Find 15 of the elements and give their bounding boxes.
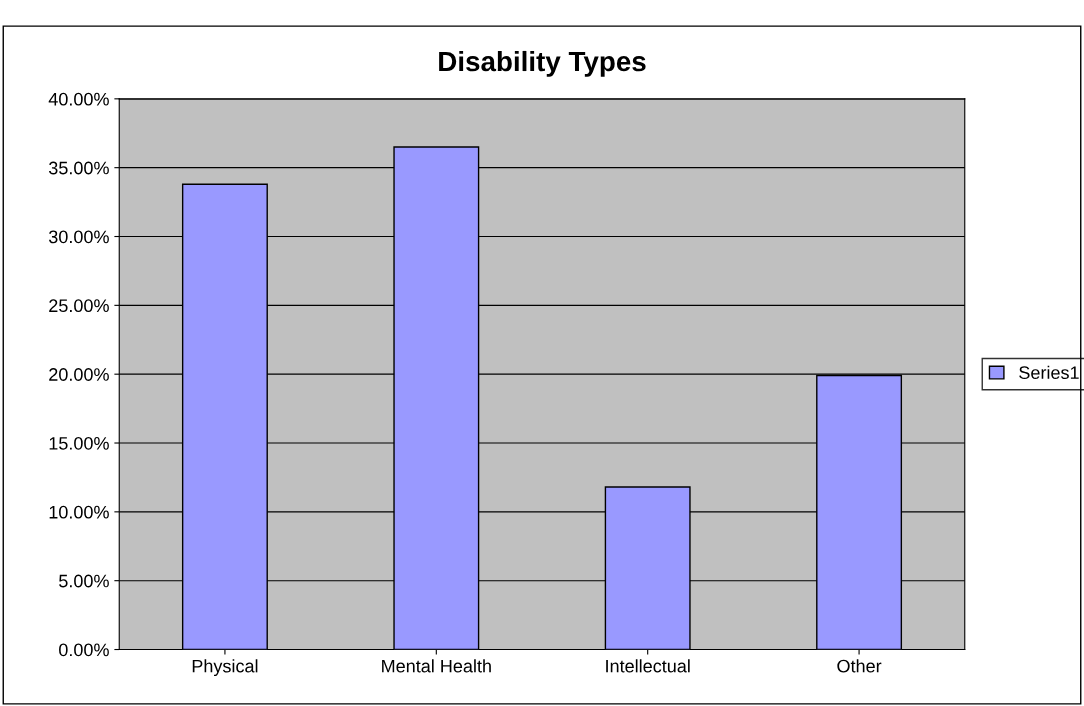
y-tick-label: 40.00% xyxy=(48,92,109,106)
legend-label: Series1 xyxy=(1019,365,1079,380)
y-tick-label: 30.00% xyxy=(48,230,109,244)
y-tick-label: 25.00% xyxy=(49,299,109,313)
x-tick-label: Mental Health xyxy=(382,659,491,673)
x-tick-label: Intellectual xyxy=(606,659,690,673)
y-tick-label: 20.00% xyxy=(49,368,109,381)
y-tick-label: 5.00% xyxy=(59,574,109,588)
chart-title: Disability Types xyxy=(439,50,646,77)
y-tick-label: 15.00% xyxy=(49,436,109,450)
y-tick-label: 0.00% xyxy=(59,643,109,657)
x-tick-label: Physical xyxy=(192,659,258,677)
y-tick-label: 35.00% xyxy=(48,161,109,175)
x-tick-label: Other xyxy=(837,659,882,673)
y-tick-label: 10.00% xyxy=(49,505,109,519)
